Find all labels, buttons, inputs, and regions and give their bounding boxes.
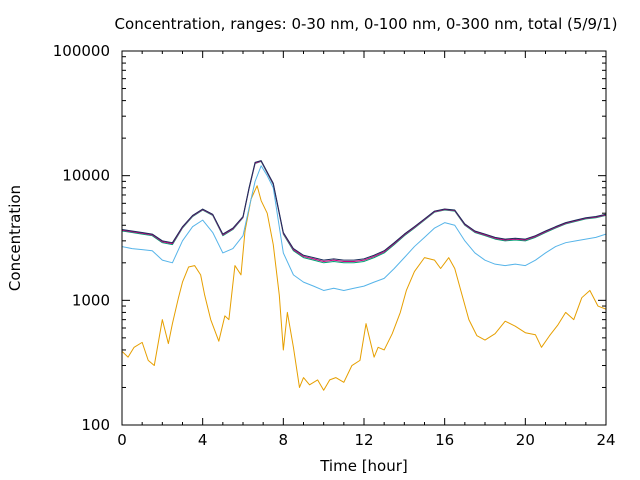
series-line-5 <box>122 160 606 261</box>
series-line-3 <box>122 160 606 264</box>
y-tick-label: 10000 <box>62 167 110 185</box>
series-line-1 <box>122 185 606 391</box>
x-tick-label: 0 <box>117 431 127 449</box>
x-tick-label: 12 <box>354 431 373 449</box>
series-layer <box>122 160 606 391</box>
y-tick-label: 1000 <box>72 291 110 309</box>
x-axis-title: Time [hour] <box>319 457 408 475</box>
x-tick-label: 4 <box>198 431 208 449</box>
x-tick-label: 24 <box>596 431 615 449</box>
series-line-2 <box>122 165 606 291</box>
x-tick-label: 16 <box>435 431 454 449</box>
chart-title: Concentration, ranges: 0-30 nm, 0-100 nm… <box>115 15 618 33</box>
y-tick-label: 100 <box>81 416 110 434</box>
y-axis: 100 1000 10000 100000 <box>53 42 606 434</box>
y-tick-label: 100000 <box>53 42 110 60</box>
series-line-4 <box>122 160 606 262</box>
x-axis: 0 4 8 12 16 20 24 <box>117 51 616 449</box>
x-tick-label: 20 <box>516 431 535 449</box>
y-axis-title: Concentration <box>6 185 24 291</box>
x-tick-label: 8 <box>279 431 289 449</box>
